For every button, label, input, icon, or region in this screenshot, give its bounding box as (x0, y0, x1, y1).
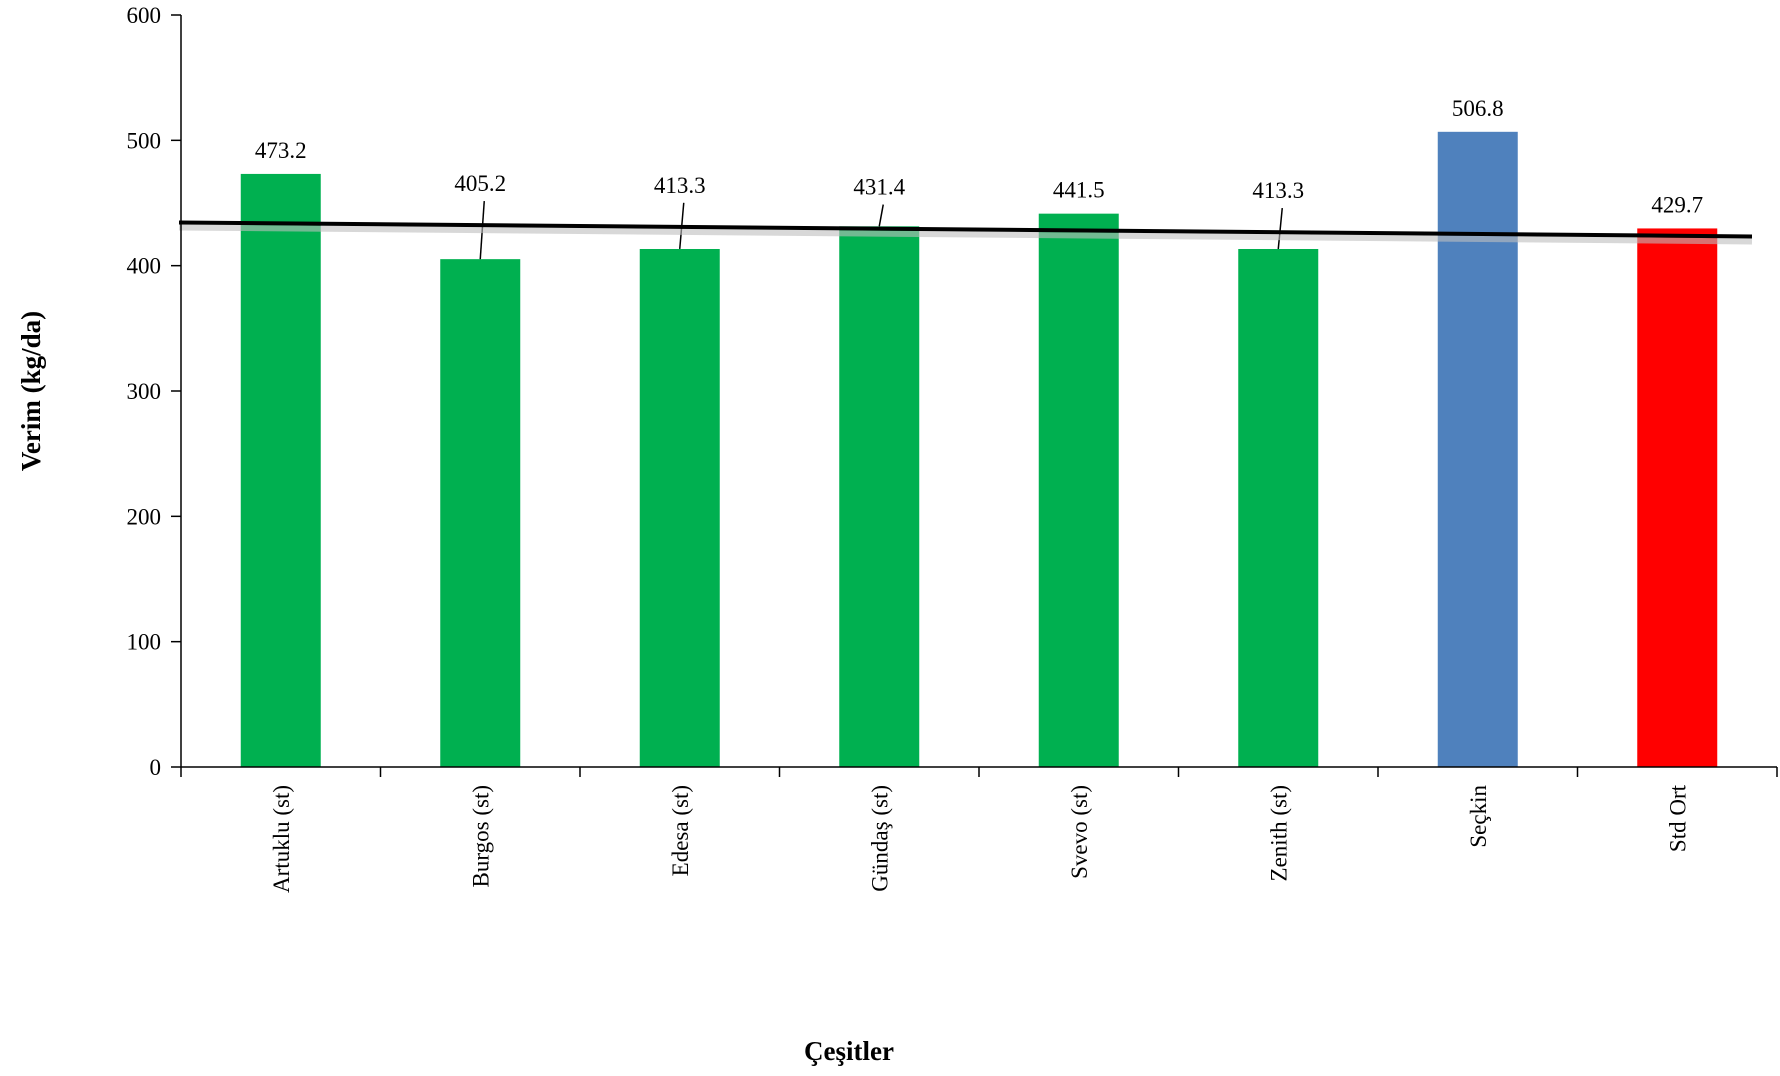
data-labels-layer: 473.2 405.2 413.3 431.4 441.5 413.3 506.8 429.7 (255, 96, 1703, 218)
data-label: 413.3 (654, 173, 706, 198)
y-tick-label: 100 (127, 630, 162, 655)
y-tick-label: 200 (127, 504, 162, 529)
data-label: 473.2 (255, 138, 307, 163)
data-label: 431.4 (853, 175, 905, 200)
bar (1637, 228, 1718, 767)
y-tick-label: 300 (127, 379, 162, 404)
bar (639, 248, 720, 768)
data-label: 441.5 (1053, 178, 1105, 203)
reference-line (178, 220, 1753, 239)
data-label: 413.3 (1252, 178, 1304, 203)
x-tick-label: Gündaş (st) (867, 785, 892, 892)
bar (1038, 213, 1119, 768)
bars-layer (240, 131, 1718, 768)
bar (1238, 248, 1319, 768)
x-tick-label: Svevo (st) (1067, 785, 1092, 879)
bar (1437, 131, 1518, 767)
data-label: 429.7 (1651, 192, 1703, 217)
y-tick-label: 500 (127, 128, 162, 153)
data-label-leader (878, 204, 884, 227)
x-tick-label: Std Ort (1665, 784, 1690, 852)
axes-layer: 0 100 200 300 400 500 600 Artuklu (st) Burgos (s… (127, 3, 1778, 893)
x-tick-label: Burgos (st) (468, 785, 493, 887)
x-tick-label: Edesa (st) (668, 785, 693, 876)
reference-line-shadow (178, 224, 1753, 245)
data-label: 405.2 (454, 171, 506, 196)
x-tick-label: Artuklu (st) (269, 785, 294, 893)
y-tick-label: 400 (127, 254, 162, 279)
data-label-leader (1277, 207, 1283, 250)
bar (440, 259, 521, 767)
x-tick-label: Seçkin (1466, 785, 1491, 848)
y-tick-label: 600 (127, 3, 162, 28)
bar (839, 226, 920, 767)
data-label: 506.8 (1452, 96, 1504, 121)
x-axis-title: Çeşitler (804, 1036, 894, 1066)
bar (240, 173, 321, 767)
y-tick-label: 0 (150, 755, 162, 780)
y-axis-title: Verim (kg/da) (16, 311, 46, 471)
x-tick-label: Zenith (st) (1266, 785, 1291, 881)
